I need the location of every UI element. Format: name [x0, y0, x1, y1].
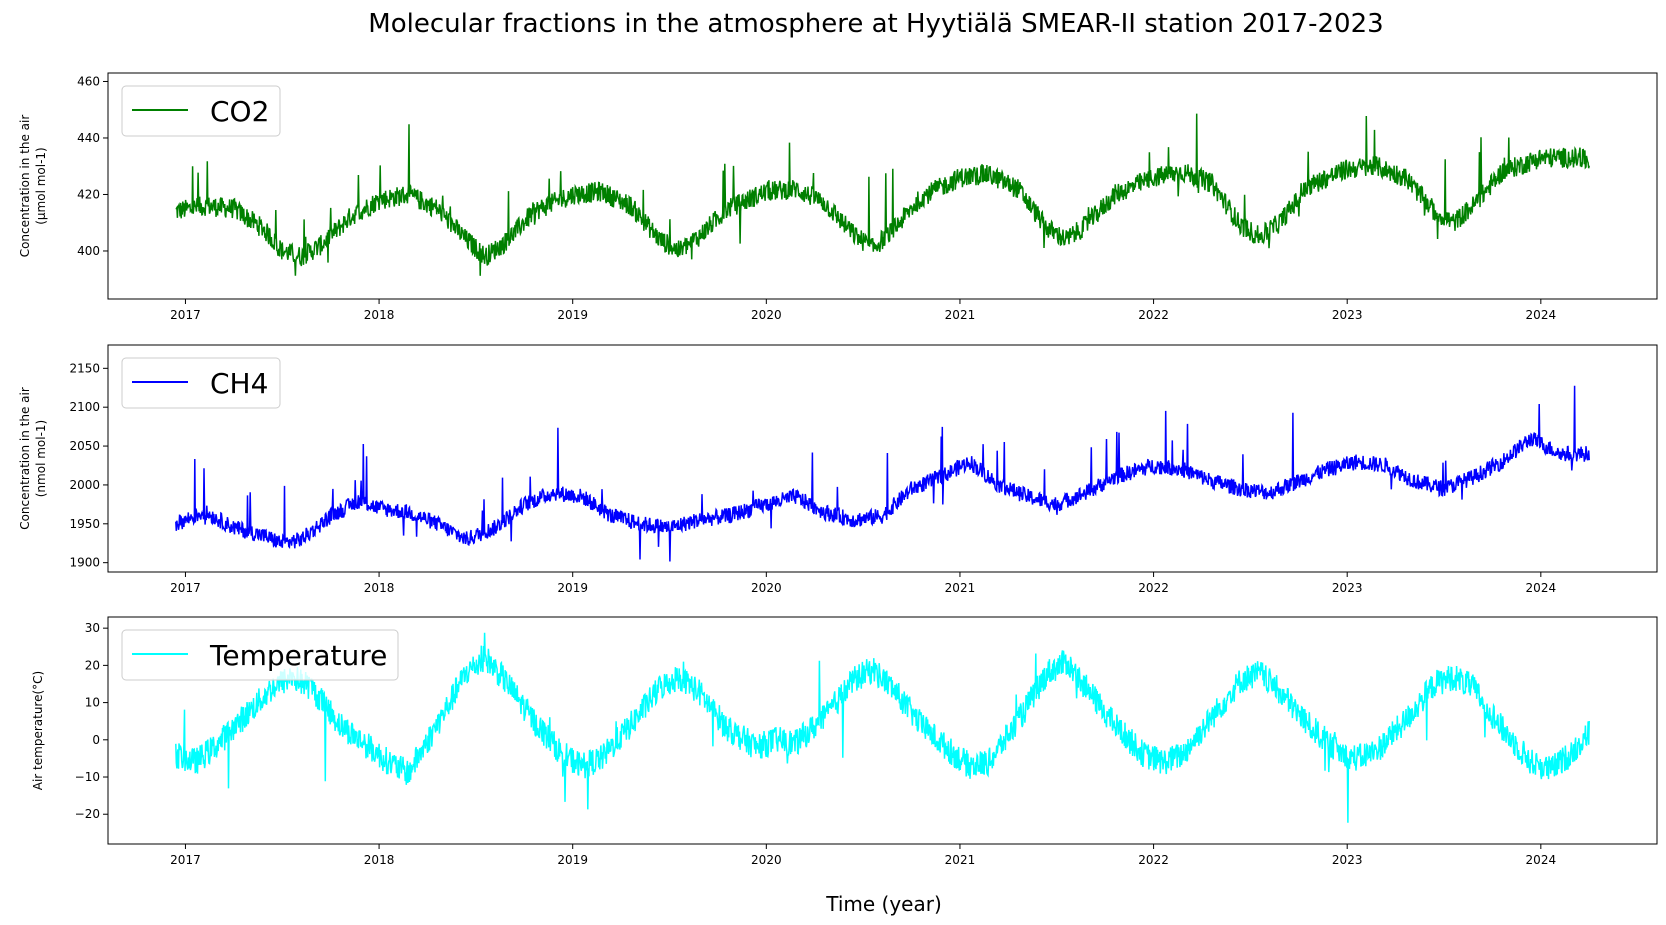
chart-panel-temperature: 2017 2018 2019 2020 2021 2022 2023 2024 −20 −10 0 1…	[31, 616, 1658, 867]
x-tick-label: 2017	[170, 308, 201, 322]
x-tick-label: 2020	[751, 308, 782, 322]
y-tick-label: 10	[85, 696, 100, 710]
chart-panel-co2: 2017 2018 2019 2020 2021 2022 2023 2024 400 420 44…	[18, 72, 1658, 322]
legend-box	[121, 357, 281, 409]
legend: CO2	[121, 85, 281, 137]
x-tick-label: 2018	[364, 581, 395, 595]
y-tick-label: 2000	[69, 478, 100, 492]
legend-label: CO2	[210, 95, 269, 128]
y-tick-label: 0	[92, 733, 100, 747]
y-tick-label: 30	[85, 621, 100, 635]
y-tick-label: 2050	[69, 439, 100, 453]
x-tick-label: 2018	[364, 853, 395, 867]
y-tick-label: 1900	[69, 556, 100, 570]
axes-frame	[107, 344, 1658, 573]
x-tick-label: 2022	[1138, 581, 1169, 595]
x-tick-label: 2017	[170, 581, 201, 595]
series-line-ch4	[175, 385, 1590, 562]
x-tick-label: 2020	[751, 853, 782, 867]
y-tick-label: 460	[77, 74, 100, 88]
x-tick-label: 2021	[945, 308, 976, 322]
legend-label: CH4	[210, 367, 268, 400]
y-tick-label: 400	[77, 244, 100, 258]
x-tick-label: 2019	[557, 308, 588, 322]
y-axis-title: (nmol mol-1)	[34, 420, 48, 497]
y-tick-label: −20	[75, 807, 100, 821]
legend-box	[121, 85, 281, 137]
x-tick-label: 2023	[1332, 853, 1363, 867]
x-tick-label: 2023	[1332, 308, 1363, 322]
x-tick-label: 2019	[557, 853, 588, 867]
legend-label: Temperature	[209, 639, 387, 672]
x-tick-label: 2023	[1332, 581, 1363, 595]
x-tick-label: 2021	[945, 581, 976, 595]
x-tick-label: 2017	[170, 853, 201, 867]
y-tick-label: −10	[75, 770, 100, 784]
figure-title: Molecular fractions in the atmosphere at…	[368, 9, 1383, 39]
x-tick-label: 2024	[1526, 581, 1557, 595]
x-tick-label: 2020	[751, 581, 782, 595]
y-tick-label: 440	[77, 131, 100, 145]
y-axis-title: Air temperature(°C)	[31, 671, 45, 790]
y-axis-title: (μmol mol-1)	[34, 147, 48, 225]
legend-box	[121, 629, 399, 681]
series-line-temperature	[175, 632, 1590, 823]
y-axis-title: Concentration in the air	[18, 115, 32, 258]
chart-panel-ch4: 2017 2018 2019 2020 2021 2022 2023 2024 1900 1950…	[18, 344, 1658, 595]
x-tick-label: 2022	[1138, 308, 1169, 322]
x-tick-label: 2021	[945, 853, 976, 867]
panels: 2017 2018 2019 2020 2021 2022 2023 2024 400 420 44…	[18, 72, 1658, 867]
axes-frame	[107, 72, 1658, 300]
y-tick-label: 1950	[69, 517, 100, 531]
y-tick-label: 20	[85, 658, 100, 672]
legend: Temperature	[121, 629, 399, 681]
y-tick-label: 2100	[69, 400, 100, 414]
axes-frame	[107, 616, 1658, 845]
y-tick-label: 2150	[69, 361, 100, 375]
x-tick-label: 2022	[1138, 853, 1169, 867]
x-tick-label: 2018	[364, 308, 395, 322]
x-tick-label: 2019	[557, 581, 588, 595]
legend: CH4	[121, 357, 281, 409]
x-tick-label: 2024	[1526, 308, 1557, 322]
y-axis-title: Concentration in the air	[18, 387, 32, 530]
x-axis-title: Time (year)	[825, 892, 942, 916]
series-line-co2	[175, 113, 1590, 276]
y-tick-label: 420	[77, 187, 100, 201]
x-tick-label: 2024	[1526, 853, 1557, 867]
